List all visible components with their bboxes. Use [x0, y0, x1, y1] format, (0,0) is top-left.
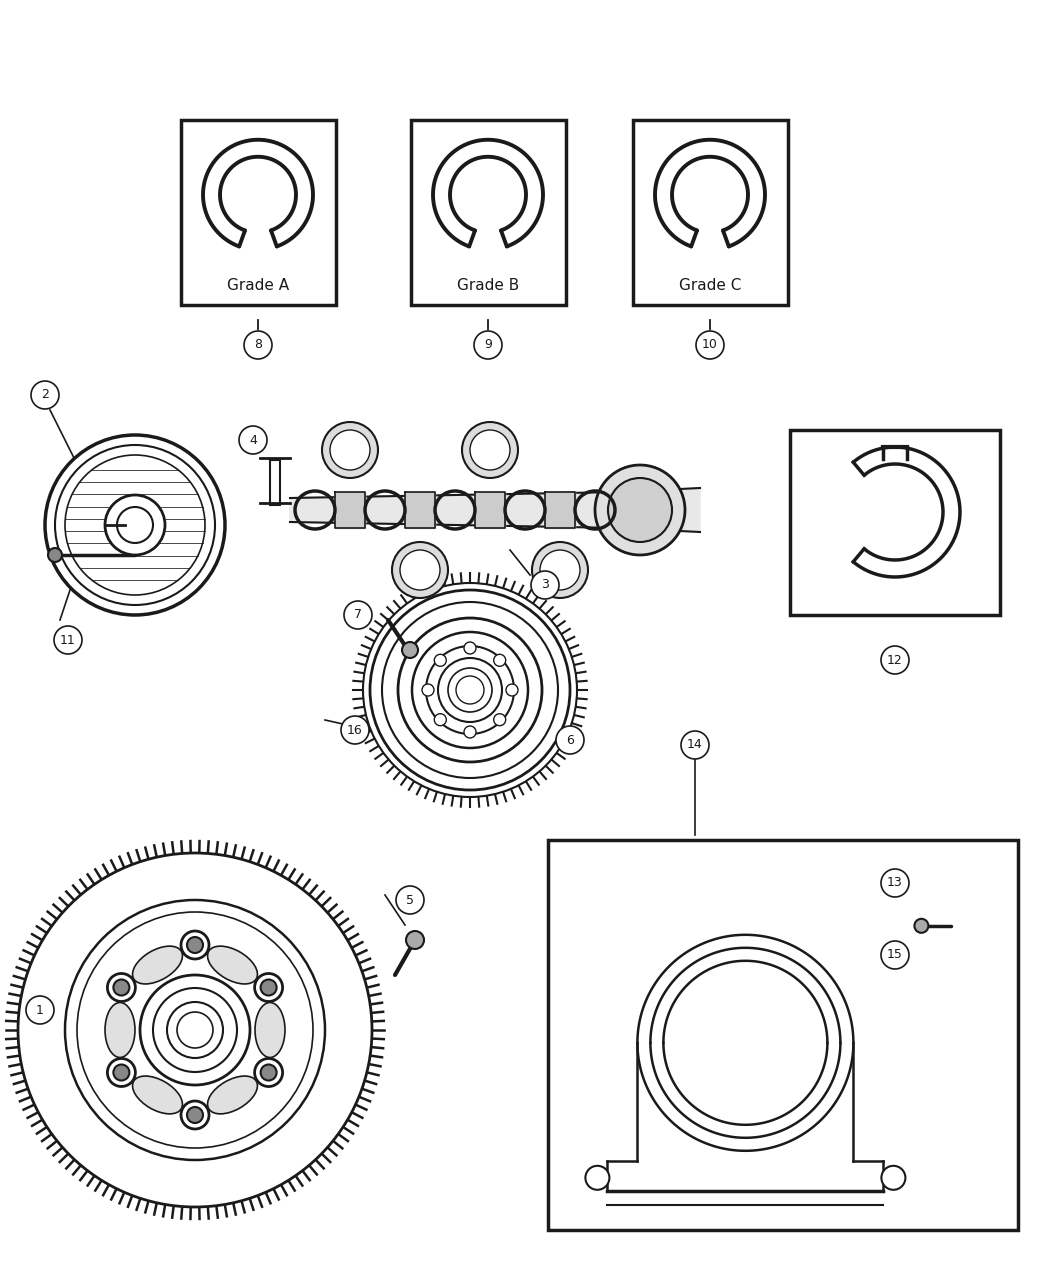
- Ellipse shape: [208, 1076, 257, 1114]
- Circle shape: [392, 542, 448, 598]
- Circle shape: [435, 654, 446, 667]
- Circle shape: [406, 931, 424, 949]
- Circle shape: [881, 870, 909, 898]
- Circle shape: [239, 426, 267, 454]
- Circle shape: [18, 853, 372, 1207]
- Text: 2: 2: [41, 389, 49, 402]
- Circle shape: [105, 495, 165, 555]
- Text: Grade A: Grade A: [227, 278, 289, 292]
- Bar: [411, 120, 566, 305]
- Circle shape: [107, 1058, 135, 1086]
- Text: 11: 11: [60, 634, 76, 646]
- Circle shape: [26, 996, 54, 1024]
- Circle shape: [187, 1107, 203, 1123]
- Text: 13: 13: [887, 876, 903, 890]
- Text: Grade C: Grade C: [678, 278, 741, 292]
- Circle shape: [341, 717, 369, 745]
- Polygon shape: [335, 492, 365, 528]
- Circle shape: [470, 430, 510, 470]
- Text: Grade B: Grade B: [457, 278, 519, 292]
- Circle shape: [494, 654, 506, 667]
- Text: 6: 6: [566, 733, 574, 746]
- Bar: [181, 120, 336, 305]
- Circle shape: [107, 974, 135, 1001]
- Text: 5: 5: [406, 894, 414, 907]
- Bar: [270, 460, 280, 505]
- Polygon shape: [290, 488, 700, 532]
- Circle shape: [402, 643, 418, 658]
- Circle shape: [363, 583, 578, 797]
- Circle shape: [260, 1065, 276, 1080]
- Text: 16: 16: [348, 723, 363, 737]
- Text: 14: 14: [687, 738, 702, 751]
- Circle shape: [113, 979, 129, 996]
- Circle shape: [322, 422, 378, 478]
- Circle shape: [915, 919, 928, 933]
- Circle shape: [462, 422, 518, 478]
- Circle shape: [48, 548, 62, 562]
- Text: 4: 4: [249, 434, 257, 446]
- Circle shape: [187, 937, 203, 952]
- Ellipse shape: [105, 1002, 135, 1057]
- Circle shape: [595, 465, 685, 555]
- Circle shape: [254, 974, 282, 1001]
- Circle shape: [696, 332, 724, 360]
- Circle shape: [506, 683, 518, 696]
- Text: 7: 7: [354, 608, 362, 621]
- Text: 12: 12: [887, 654, 903, 667]
- Circle shape: [344, 601, 372, 629]
- Circle shape: [396, 886, 424, 914]
- Circle shape: [586, 1165, 609, 1190]
- Circle shape: [474, 332, 502, 360]
- Text: 3: 3: [541, 579, 549, 592]
- Circle shape: [45, 435, 225, 615]
- Circle shape: [608, 478, 672, 542]
- Circle shape: [65, 455, 205, 595]
- Ellipse shape: [132, 946, 183, 984]
- Circle shape: [681, 731, 709, 759]
- Circle shape: [422, 683, 434, 696]
- Ellipse shape: [255, 1002, 285, 1057]
- Text: 9: 9: [484, 338, 492, 352]
- Circle shape: [464, 643, 476, 654]
- Bar: [633, 120, 788, 305]
- Circle shape: [400, 550, 440, 590]
- Circle shape: [260, 979, 276, 996]
- Polygon shape: [475, 492, 505, 528]
- Ellipse shape: [132, 1076, 183, 1114]
- Circle shape: [55, 445, 215, 606]
- Circle shape: [556, 725, 584, 754]
- Circle shape: [54, 626, 82, 654]
- Circle shape: [181, 931, 209, 959]
- Circle shape: [435, 714, 446, 725]
- Text: 15: 15: [887, 949, 903, 961]
- Polygon shape: [545, 492, 575, 528]
- Polygon shape: [405, 492, 435, 528]
- Bar: [548, 840, 1018, 1230]
- Circle shape: [181, 1102, 209, 1128]
- Circle shape: [330, 430, 370, 470]
- Circle shape: [117, 507, 153, 543]
- Circle shape: [32, 381, 59, 409]
- Bar: [790, 430, 1000, 615]
- Circle shape: [881, 646, 909, 674]
- Text: 1: 1: [36, 1003, 44, 1016]
- Text: 10: 10: [702, 338, 718, 352]
- Circle shape: [464, 725, 476, 738]
- Circle shape: [531, 571, 559, 599]
- Ellipse shape: [208, 946, 257, 984]
- Circle shape: [532, 542, 588, 598]
- Circle shape: [494, 714, 506, 725]
- Text: 8: 8: [254, 338, 262, 352]
- Circle shape: [881, 1165, 905, 1190]
- Circle shape: [881, 941, 909, 969]
- Circle shape: [113, 1065, 129, 1080]
- Circle shape: [244, 332, 272, 360]
- Circle shape: [254, 1058, 282, 1086]
- Circle shape: [540, 550, 580, 590]
